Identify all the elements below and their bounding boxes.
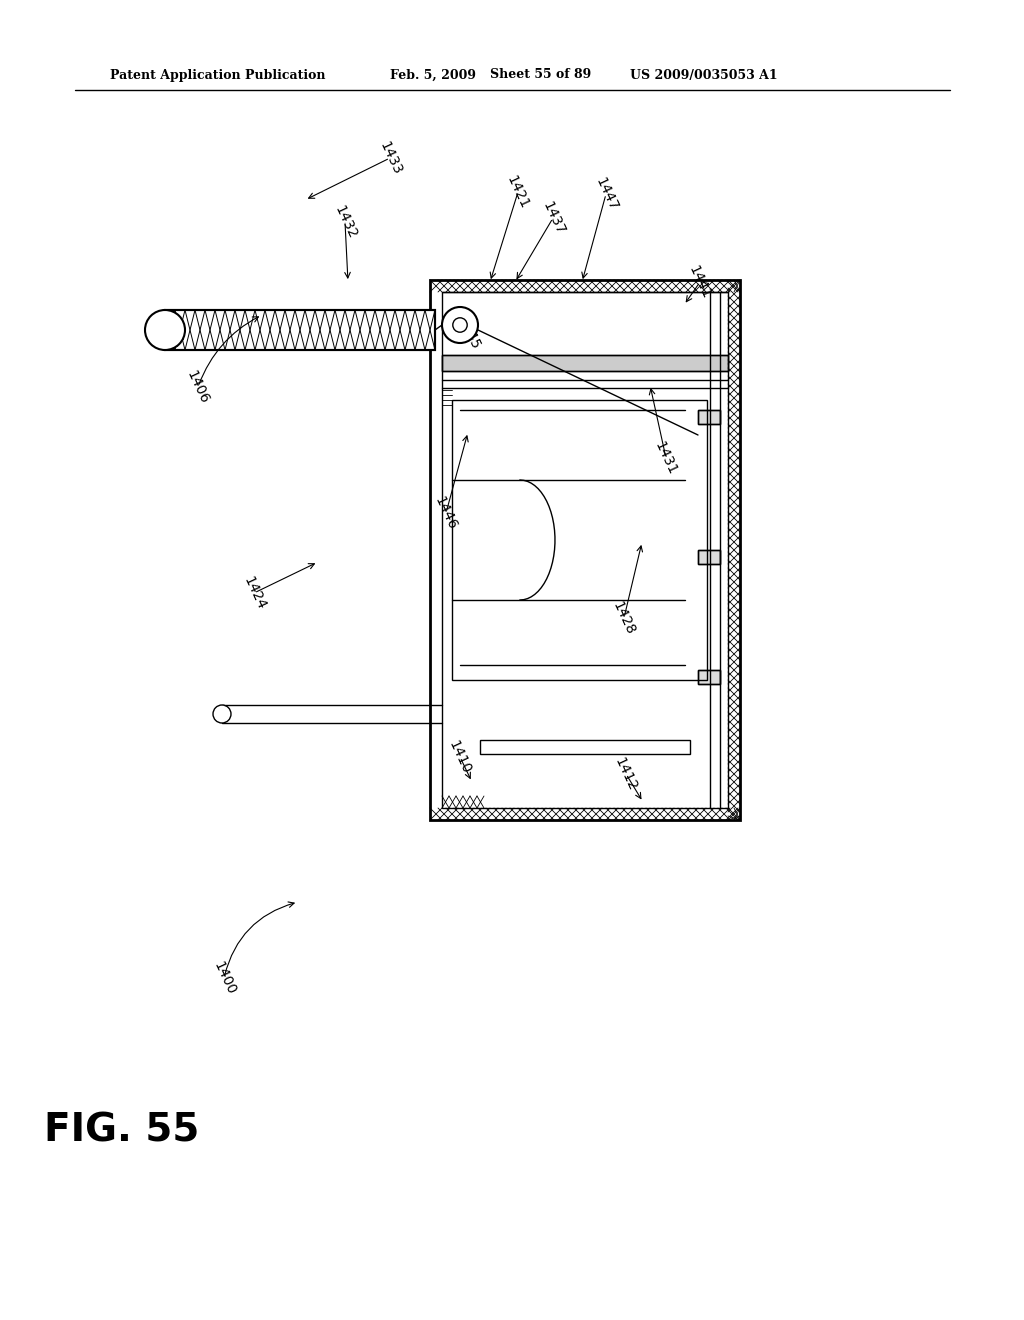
Bar: [698, 411, 720, 424]
Text: 1445: 1445: [455, 314, 481, 352]
Text: 1410: 1410: [446, 738, 474, 776]
Bar: [698, 671, 720, 684]
Bar: [698, 550, 720, 564]
Bar: [165, 310, 435, 350]
Text: 1421: 1421: [504, 173, 531, 211]
Text: 1428: 1428: [610, 599, 638, 638]
Text: 1433: 1433: [376, 139, 403, 177]
Text: Patent Application Publication: Patent Application Publication: [110, 69, 326, 82]
Text: 1446: 1446: [432, 494, 460, 532]
Text: 1406: 1406: [184, 368, 212, 407]
Bar: [698, 671, 720, 684]
Ellipse shape: [213, 705, 231, 723]
Text: 1441: 1441: [686, 263, 714, 301]
Bar: [442, 355, 728, 371]
Text: FIG. 55: FIG. 55: [44, 1111, 200, 1148]
Text: Sheet 55 of 89: Sheet 55 of 89: [490, 69, 591, 82]
Bar: [430, 280, 740, 820]
Circle shape: [145, 310, 185, 350]
Circle shape: [442, 308, 478, 343]
Circle shape: [453, 318, 467, 333]
Text: 1412: 1412: [612, 755, 640, 793]
Bar: [452, 400, 707, 680]
Bar: [442, 355, 728, 371]
Text: US 2009/0035053 A1: US 2009/0035053 A1: [630, 69, 777, 82]
Bar: [165, 310, 435, 350]
Bar: [480, 741, 690, 754]
Text: 1447: 1447: [592, 176, 620, 213]
Text: 1431: 1431: [652, 440, 680, 477]
Bar: [698, 411, 720, 424]
Bar: [698, 550, 720, 564]
Text: 1432: 1432: [331, 203, 358, 240]
Text: 1437: 1437: [540, 199, 566, 236]
Bar: [442, 292, 728, 808]
Text: 1400: 1400: [210, 960, 238, 997]
Text: 1424: 1424: [241, 574, 267, 612]
Text: Feb. 5, 2009: Feb. 5, 2009: [390, 69, 476, 82]
